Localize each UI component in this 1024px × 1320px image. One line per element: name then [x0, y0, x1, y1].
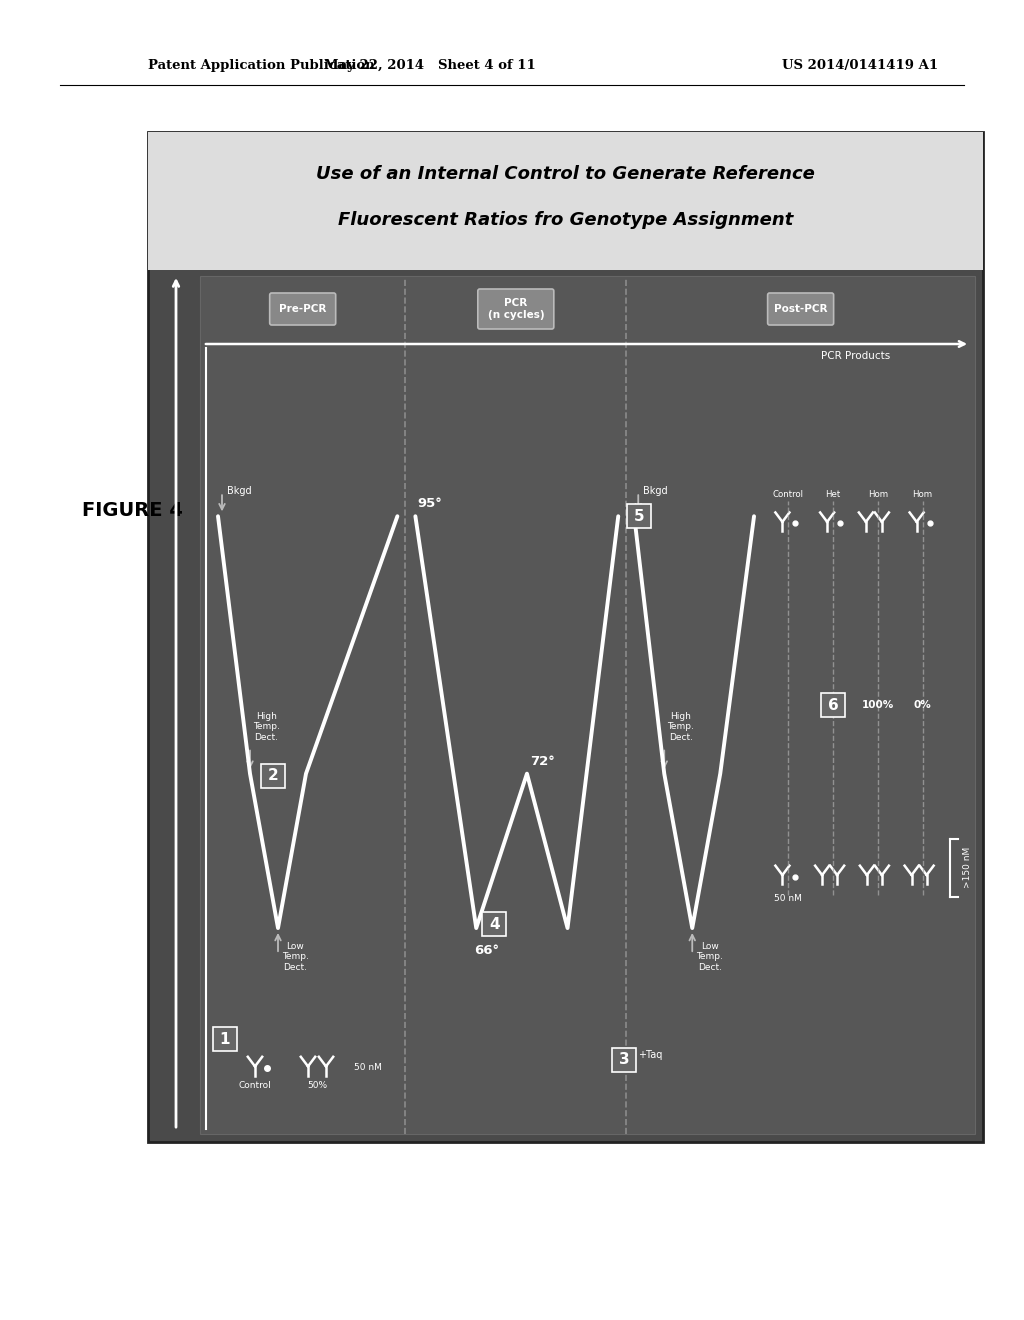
- Text: Post-PCR: Post-PCR: [774, 304, 827, 314]
- FancyBboxPatch shape: [628, 504, 651, 528]
- Text: Bkgd: Bkgd: [227, 486, 252, 496]
- Text: 0%: 0%: [913, 700, 932, 710]
- Text: 95°: 95°: [418, 498, 442, 511]
- Text: Control: Control: [239, 1081, 271, 1090]
- Text: 1: 1: [220, 1031, 230, 1047]
- Text: Pre-PCR: Pre-PCR: [279, 304, 327, 314]
- FancyBboxPatch shape: [261, 764, 285, 788]
- Text: US 2014/0141419 A1: US 2014/0141419 A1: [782, 58, 938, 71]
- FancyBboxPatch shape: [612, 1048, 636, 1072]
- FancyBboxPatch shape: [269, 293, 336, 325]
- Text: 4: 4: [488, 916, 500, 932]
- FancyBboxPatch shape: [478, 289, 554, 329]
- Text: Hom: Hom: [867, 491, 888, 499]
- FancyBboxPatch shape: [213, 1027, 237, 1051]
- Text: 6: 6: [827, 697, 839, 713]
- Text: +Taq: +Taq: [638, 1049, 663, 1060]
- Bar: [148, 132, 983, 1142]
- Text: Patent Application Publication: Patent Application Publication: [148, 58, 375, 71]
- Text: PCR Products: PCR Products: [821, 351, 890, 360]
- Text: Fluorescent Ratios fro Genotype Assignment: Fluorescent Ratios fro Genotype Assignme…: [338, 211, 794, 228]
- Text: Low
Temp.
Dect.: Low Temp. Dect.: [696, 942, 723, 972]
- Text: 3: 3: [618, 1052, 630, 1068]
- Text: May 22, 2014   Sheet 4 of 11: May 22, 2014 Sheet 4 of 11: [325, 58, 536, 71]
- Text: Bkgd: Bkgd: [643, 486, 668, 496]
- Bar: [200, 276, 975, 1134]
- Text: 2: 2: [267, 768, 279, 783]
- Text: 100%: 100%: [862, 700, 894, 710]
- FancyBboxPatch shape: [482, 912, 506, 936]
- Text: Het: Het: [825, 491, 841, 499]
- FancyBboxPatch shape: [768, 293, 834, 325]
- Text: Control: Control: [773, 491, 804, 499]
- Text: 72°: 72°: [530, 755, 555, 768]
- Text: FIGURE 4: FIGURE 4: [82, 500, 183, 520]
- Bar: [148, 132, 983, 271]
- Text: Low
Temp.
Dect.: Low Temp. Dect.: [282, 942, 309, 972]
- Text: 50 nM: 50 nM: [354, 1064, 382, 1072]
- Text: 50%: 50%: [820, 700, 846, 710]
- FancyBboxPatch shape: [821, 693, 845, 717]
- Text: PCR
(n cycles): PCR (n cycles): [487, 298, 544, 319]
- Text: Hom: Hom: [912, 491, 933, 499]
- Text: 50%: 50%: [307, 1081, 327, 1090]
- Text: High
Temp.
Dect.: High Temp. Dect.: [668, 711, 694, 742]
- Text: High
Temp.
Dect.: High Temp. Dect.: [253, 711, 280, 742]
- Text: 50 nM: 50 nM: [774, 894, 803, 903]
- Text: >150 nM: >150 nM: [964, 847, 973, 888]
- Text: 66°: 66°: [474, 944, 500, 957]
- Text: 5: 5: [634, 508, 644, 524]
- Text: Use of an Internal Control to Generate Reference: Use of an Internal Control to Generate R…: [316, 165, 815, 183]
